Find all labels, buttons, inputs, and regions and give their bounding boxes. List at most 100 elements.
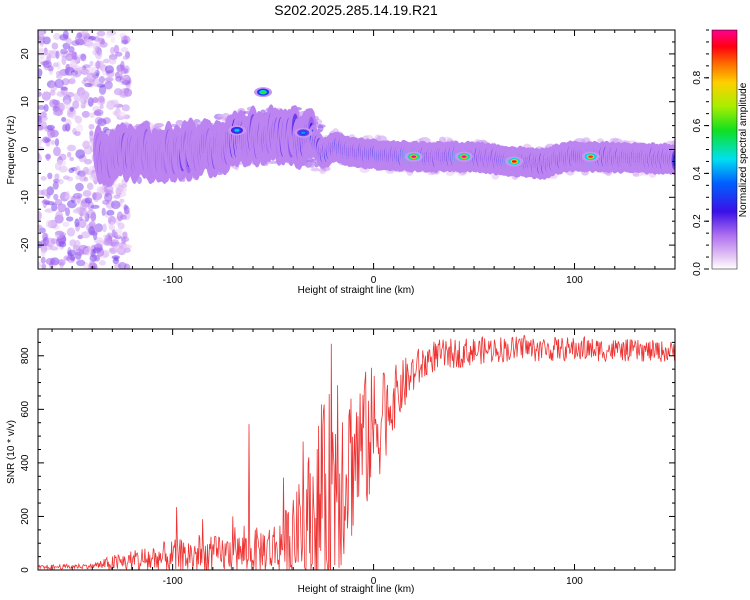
spectrogram-speckle xyxy=(45,257,56,266)
y-tick-label: -10 xyxy=(20,190,31,205)
spectrogram-speckle xyxy=(110,221,115,230)
spectrogram-speckle xyxy=(38,91,42,97)
spectrogram-speckle xyxy=(45,49,55,55)
spectrogram-speckle xyxy=(121,39,129,45)
spectrogram-speckle xyxy=(55,71,61,77)
spectrogram-speckle xyxy=(43,104,49,112)
spectrogram-speckle xyxy=(96,30,106,37)
spectrogram-speckle xyxy=(117,184,125,193)
spectrogram-speckle xyxy=(89,254,98,262)
spectrogram-speckle xyxy=(120,47,129,53)
spectrogram-speckle xyxy=(52,181,59,190)
spectrogram-speckle xyxy=(123,204,128,211)
spectrogram-speckle xyxy=(94,223,103,233)
spectrogram-speckle xyxy=(38,210,42,221)
spectrogram-speckle xyxy=(40,249,46,257)
spectrogram-speckle xyxy=(103,234,109,239)
spectrogram-speckle xyxy=(89,112,95,118)
spectrogram-speckle xyxy=(59,48,69,55)
spectrogram-speckle xyxy=(118,261,127,269)
colorbar-frame xyxy=(711,29,738,270)
spectrogram-speckle xyxy=(52,62,59,68)
spectrogram-speckle xyxy=(86,72,96,83)
spectrogram-speckle xyxy=(113,194,121,199)
spectrogram-speckle xyxy=(40,189,51,196)
spectrogram-speckle xyxy=(267,160,278,164)
spectrogram-speckle xyxy=(104,65,115,74)
spectrogram-speckle xyxy=(49,89,56,96)
spectrogram-speckle xyxy=(38,105,45,110)
spectrogram-speckle xyxy=(66,144,77,152)
spectrogram-speckle xyxy=(40,256,46,264)
spectrogram-speckle xyxy=(42,60,52,69)
spectrogram-speckle xyxy=(119,88,130,97)
spectrogram-speckle xyxy=(70,59,78,68)
spectrogram-image xyxy=(38,30,675,269)
spectrogram-speckle xyxy=(89,172,99,181)
spectrogram-speckle xyxy=(74,35,81,42)
spectrogram-speckle xyxy=(87,97,94,107)
spectrogram-speckle xyxy=(74,208,81,214)
spectrogram-speckle xyxy=(41,199,51,204)
spectrogram-speckle xyxy=(65,216,74,222)
y-tick-label: 10 xyxy=(20,96,31,108)
spectrogram-speckle xyxy=(68,46,75,53)
spectrogram-speckle xyxy=(71,71,76,81)
spectrogram-speckle xyxy=(38,224,43,230)
spectrogram-speckle xyxy=(62,175,70,180)
colorbar-tick-label: 0.2 xyxy=(692,214,703,228)
spectrogram-speckle xyxy=(57,259,66,266)
spectrogram-speckle xyxy=(79,89,89,100)
spectrogram-speckle xyxy=(90,265,96,269)
spectrogram-speckle xyxy=(55,230,65,239)
spectrogram-speckle xyxy=(44,208,54,213)
spectrogram-speckle xyxy=(63,99,71,110)
spectrogram-speckle xyxy=(76,123,84,133)
figure-title: S202.2025.285.14.19.R21 xyxy=(274,2,438,18)
spectrogram-speckle xyxy=(72,100,80,110)
spectrogram-speckle xyxy=(90,204,100,209)
spectrogram-speckle xyxy=(53,193,59,201)
spectrogram-speckle xyxy=(65,53,74,62)
spectrogram-speckle xyxy=(74,199,83,205)
spectrogram-speckle xyxy=(45,153,51,162)
spectrogram-speckle xyxy=(69,106,74,112)
spectrogram-speckle xyxy=(54,173,60,181)
spectrogram-speckle xyxy=(80,231,91,239)
spectrogram-blob xyxy=(411,155,417,158)
spectrogram-speckle xyxy=(38,142,42,147)
spectrogram-speckle xyxy=(110,36,116,43)
spectrogram-speckle xyxy=(53,146,61,157)
spectrogram-speckle xyxy=(52,109,63,116)
spectrogram-blob xyxy=(234,129,240,132)
spectrogram-speckle xyxy=(45,220,52,228)
spectrogram-speckle xyxy=(41,263,47,269)
spectrogram-speckle xyxy=(121,80,131,86)
spectrogram-speckle xyxy=(122,231,128,239)
y-tick-label: 400 xyxy=(20,454,31,471)
spectrogram-speckle xyxy=(62,221,70,227)
spectrogram-speckle xyxy=(101,207,106,217)
spectrogram-speckle xyxy=(56,159,67,167)
spectrogram-speckle xyxy=(217,113,228,118)
spectrogram-speckle xyxy=(78,216,83,221)
spectrogram-speckle xyxy=(57,102,65,112)
snr-axes: -100 0 100 0 200 400 600 800 xyxy=(20,328,676,587)
spectrogram-speckle xyxy=(113,243,124,254)
spectrogram-speckle xyxy=(47,128,56,139)
spectrogram-speckle xyxy=(113,256,119,262)
x-tick-label: -100 xyxy=(163,275,183,286)
spectrogram-speckle xyxy=(83,176,89,182)
spectrogram-speckle xyxy=(125,84,131,89)
spectrogram-blob xyxy=(260,90,266,94)
spectrogram-speckle xyxy=(74,115,83,124)
spectrogram-speckle xyxy=(76,259,86,267)
spectrogram-speckle xyxy=(74,218,80,228)
colorbar-gradient xyxy=(712,30,737,269)
spectrogram-speckle xyxy=(92,42,101,51)
spectrogram-speckle xyxy=(44,137,52,143)
spectrogram-speckle xyxy=(40,176,47,181)
spectrogram-speckle xyxy=(78,218,87,229)
